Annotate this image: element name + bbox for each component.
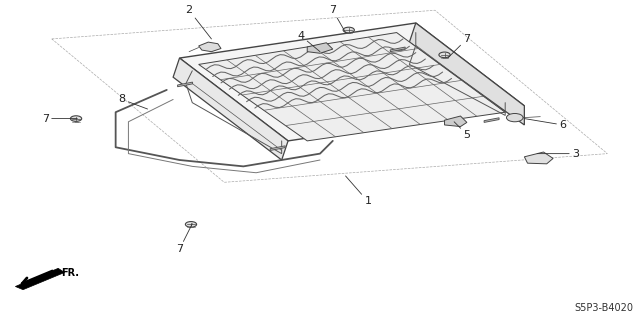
Circle shape bbox=[186, 221, 196, 227]
Text: S5P3-B4020: S5P3-B4020 bbox=[574, 303, 633, 313]
Polygon shape bbox=[484, 118, 499, 123]
Text: 5: 5 bbox=[454, 122, 470, 140]
Polygon shape bbox=[179, 23, 524, 141]
Text: 6: 6 bbox=[524, 119, 566, 130]
Text: 7: 7 bbox=[42, 114, 77, 124]
Text: 7: 7 bbox=[176, 224, 192, 254]
Polygon shape bbox=[198, 42, 221, 52]
Polygon shape bbox=[198, 33, 505, 141]
Text: 4: 4 bbox=[297, 31, 320, 52]
Polygon shape bbox=[410, 23, 524, 125]
Polygon shape bbox=[524, 152, 553, 164]
Polygon shape bbox=[445, 116, 467, 126]
Polygon shape bbox=[270, 146, 285, 150]
Circle shape bbox=[506, 114, 523, 122]
Text: 3: 3 bbox=[537, 148, 579, 159]
Text: 2: 2 bbox=[186, 5, 211, 39]
Text: 8: 8 bbox=[118, 94, 148, 109]
Text: 7: 7 bbox=[329, 5, 346, 33]
Polygon shape bbox=[15, 268, 65, 290]
Circle shape bbox=[439, 52, 450, 58]
Text: FR.: FR. bbox=[61, 268, 79, 278]
Polygon shape bbox=[307, 43, 333, 53]
Circle shape bbox=[70, 116, 82, 121]
Polygon shape bbox=[173, 58, 288, 160]
Text: 7: 7 bbox=[448, 34, 470, 58]
Polygon shape bbox=[390, 47, 405, 52]
Polygon shape bbox=[177, 82, 193, 87]
Circle shape bbox=[343, 27, 355, 33]
Text: 1: 1 bbox=[346, 176, 371, 206]
